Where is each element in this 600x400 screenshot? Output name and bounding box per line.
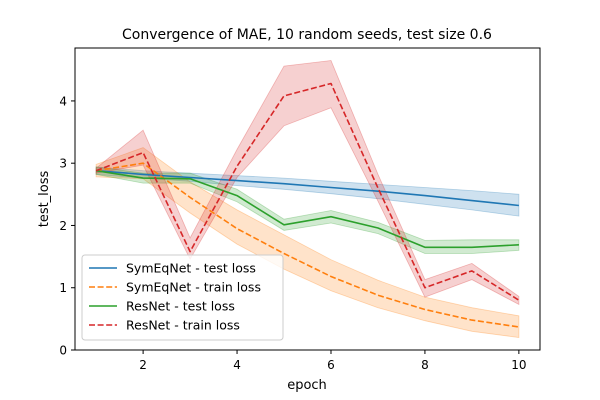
series-3-line — [95, 82, 520, 301]
legend-label: SymEqNet - train loss — [126, 280, 261, 295]
y-tick-label: 2 — [59, 219, 67, 233]
y-axis-label: test_loss — [37, 170, 52, 227]
x-axis-label: epoch — [287, 378, 327, 393]
confidence-bands — [95, 60, 520, 338]
series-0-line — [96, 169, 519, 207]
y-tick-label: 3 — [59, 157, 67, 171]
y-axis-ticks: 0 1 2 3 4 — [59, 94, 75, 358]
chart-title: Convergence of MAE, 10 random seeds, tes… — [122, 27, 492, 43]
legend-label: ResNet - test loss — [126, 299, 235, 314]
series-lines — [95, 82, 520, 328]
x-tick-label: 10 — [511, 358, 526, 372]
y-tick-label: 1 — [59, 281, 67, 295]
x-tick-label: 6 — [327, 358, 335, 372]
x-tick-label: 8 — [421, 358, 429, 372]
series-2-band — [95, 166, 520, 254]
x-tick-label: 2 — [139, 358, 147, 372]
series-1-line — [95, 162, 520, 328]
legend: SymEqNet - test loss SymEqNet - train los… — [81, 254, 284, 341]
x-axis-ticks: 2 4 6 8 10 — [139, 350, 527, 372]
series-2-line — [95, 169, 519, 249]
series-0-band — [95, 166, 520, 217]
legend-label: SymEqNet - test loss — [126, 261, 256, 276]
y-tick-label: 0 — [59, 344, 67, 358]
x-tick-label: 4 — [233, 358, 241, 372]
legend-box — [81, 254, 284, 341]
series-3-band — [95, 60, 520, 306]
plot-frame — [74, 47, 541, 351]
legend-label: ResNet - train loss — [126, 318, 240, 333]
y-tick-label: 4 — [59, 94, 67, 108]
